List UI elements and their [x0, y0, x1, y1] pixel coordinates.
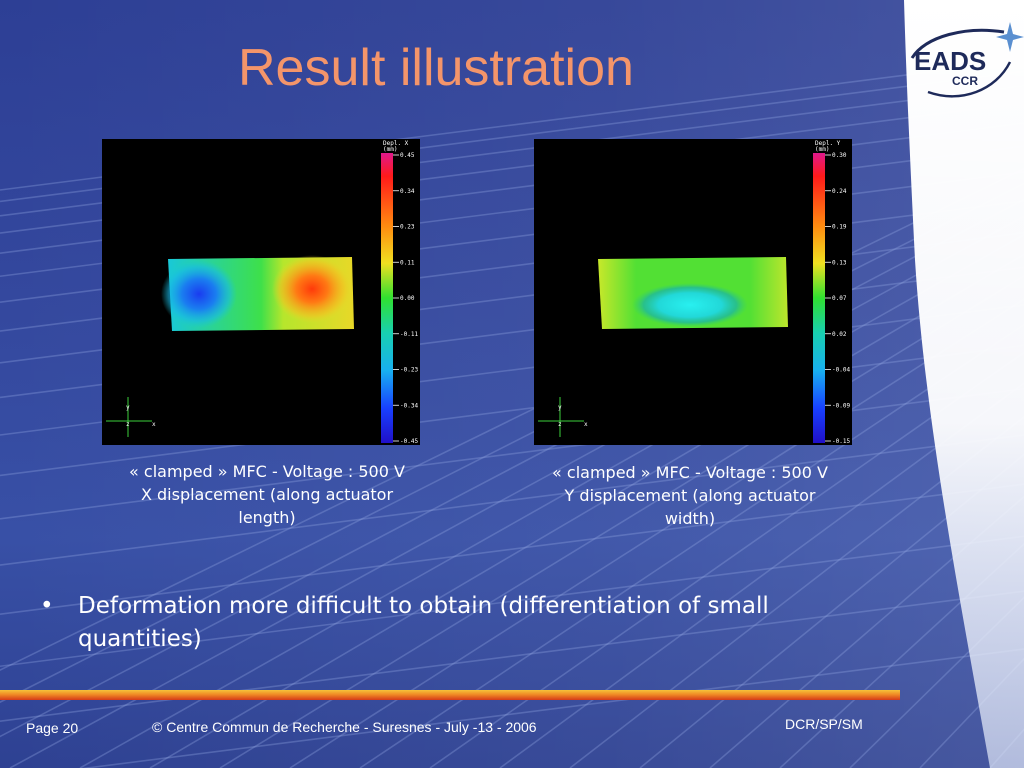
colorbar-tick-label: -0.34: [400, 402, 418, 409]
x-axis-label: x: [584, 421, 588, 428]
y-displacement-plot: y x z Depl. Y (mm) 0.30 0.24 0.19 0.13 0.07 0…: [534, 139, 852, 445]
bullet-icon: •: [40, 593, 54, 619]
y-axis-label: y: [126, 404, 130, 411]
bullet-text: Deformation more difficult to obtain (di…: [78, 593, 769, 652]
colorbar-tick-label: 0.23: [400, 224, 415, 231]
y-colorbar: [813, 153, 825, 443]
colorbar-tick-label: 0.45: [400, 152, 415, 159]
colorbar-tick-label: 0.19: [832, 224, 847, 231]
colorbar-unit: (mm): [815, 146, 829, 153]
logo-subtext: CCR: [952, 74, 978, 88]
y-displacement-caption: « clamped » MFC - Voltage : 500 V Y disp…: [525, 461, 855, 530]
caption-line: « clamped » MFC - Voltage : 500 V: [129, 462, 405, 481]
colorbar-tick-label: 0.11: [400, 259, 415, 266]
slide-title: Result illustration: [238, 39, 634, 97]
x-displacement-plot: y x z Depl. X (mm) 0.45 0.34 0.23 0.11 0.00 -…: [102, 139, 420, 445]
colorbar-tick-label: 0.34: [400, 188, 415, 195]
colorbar-unit: (mm): [383, 146, 397, 153]
colorbar-tick-label: 0.07: [832, 295, 847, 302]
y-axis-label: y: [558, 404, 562, 411]
x-axis-label: x: [152, 421, 156, 428]
logo-text: EADS: [914, 46, 987, 76]
department-code: DCR/SP/SM: [785, 716, 863, 732]
eads-logo: EADS CCR: [906, 18, 1024, 108]
caption-line: « clamped » MFC - Voltage : 500 V: [552, 463, 828, 482]
colorbar-tick-label: 0.00: [400, 295, 415, 302]
colorbar-tick-label: -0.23: [400, 367, 418, 374]
z-axis-label: z: [558, 421, 562, 428]
colorbar-tick-label: 0.30: [832, 152, 847, 159]
x-displacement-caption: « clamped » MFC - Voltage : 500 V X disp…: [102, 460, 432, 529]
colorbar-tick-label: -0.04: [832, 367, 850, 374]
colorbar-title: Depl. Y: [815, 140, 841, 147]
colorbar-tick-label: -0.15: [832, 438, 850, 445]
caption-line: length): [238, 508, 296, 527]
page-number: Page 20: [26, 720, 79, 736]
colorbar-tick-label: 0.24: [832, 188, 847, 195]
caption-line: width): [664, 509, 716, 528]
logo-swoosh-icon: [910, 22, 1024, 98]
x-displacement-map: y x z Depl. X (mm) 0.45 0.34 0.23 0.11 0.00 -…: [106, 139, 420, 445]
colorbar-tick-label: 0.13: [832, 259, 847, 266]
colorbar-tick-label: -0.09: [832, 402, 850, 409]
caption-line: Y displacement (along actuator: [564, 486, 816, 505]
colorbar-tick-label: -0.45: [400, 438, 418, 445]
colorbar-tick-label: 0.02: [832, 331, 847, 338]
colorbar-title: Depl. X: [383, 140, 409, 147]
colorbar-tick-label: -0.11: [400, 331, 418, 338]
caption-line: X displacement (along actuator: [140, 485, 394, 504]
y-displacement-map: y x z Depl. Y (mm) 0.30 0.24 0.19 0.13 0.07 0…: [538, 139, 852, 445]
z-axis-label: z: [126, 421, 130, 428]
footer-divider: [0, 690, 900, 700]
copyright-text: © Centre Commun de Recherche - Suresnes …: [152, 719, 537, 735]
x-colorbar: [381, 153, 393, 443]
